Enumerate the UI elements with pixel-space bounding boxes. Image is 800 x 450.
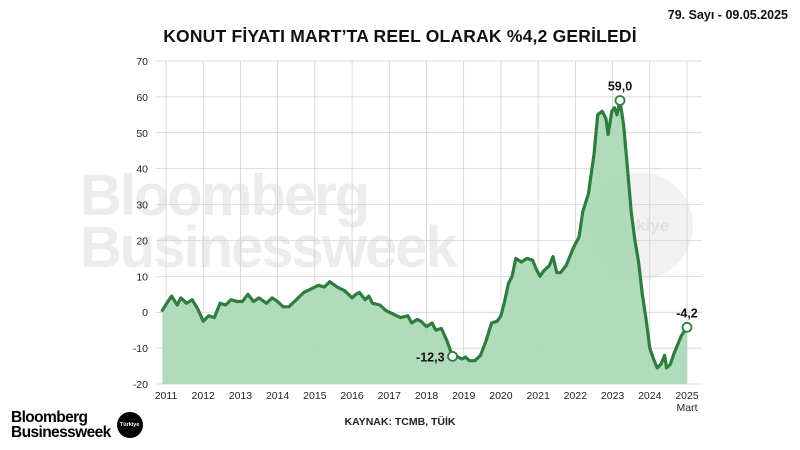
- x-tick-label: 2021: [526, 390, 550, 402]
- x-tick-label: 2023: [601, 390, 625, 402]
- x-tick-label: 2014: [266, 390, 290, 402]
- annotation-label: 59,0: [608, 79, 632, 93]
- issue-label: 79. Sayı - 09.05.2025: [667, 8, 788, 22]
- x-tick-label: 2011: [155, 390, 178, 402]
- y-tick-label: 70: [136, 56, 148, 68]
- annotation-marker: [614, 95, 626, 106]
- x-tick-label: 2017: [378, 390, 402, 402]
- x-tick-label: 2012: [192, 390, 216, 402]
- x-tick-label: 2019: [452, 390, 476, 402]
- x-tick-label: 2018: [415, 390, 439, 402]
- x-tick-label: 2015: [303, 390, 327, 402]
- x-tick-label: 2025: [675, 390, 699, 402]
- y-tick-label: 20: [136, 235, 148, 247]
- logo-badge: Türkiye: [116, 412, 143, 438]
- x-tick-label: 2020: [489, 390, 513, 402]
- watermark: Bloomberg Businessweek: [80, 163, 458, 280]
- annotation-marker: [447, 350, 458, 362]
- annotation-label: -4,2: [676, 306, 698, 320]
- chart-title: KONUT FİYATI MART’TA REEL OLARAK %4,2 GE…: [163, 26, 637, 46]
- x-tick-label: 2016: [340, 390, 364, 402]
- y-tick-label: 30: [136, 200, 148, 212]
- x-tick-sublabel: Mart: [677, 402, 698, 414]
- y-tick-label: 10: [136, 271, 148, 283]
- x-tick-label: 2013: [229, 390, 253, 402]
- series-area: [162, 100, 688, 384]
- y-tick-label: 50: [136, 128, 148, 140]
- y-tick-label: -10: [133, 343, 148, 355]
- watermark-line2: Businessweek: [80, 215, 458, 280]
- bloomberg-logo: Bloomberg Businessweek Türkiye: [11, 410, 143, 440]
- annotation-label: -12,3: [416, 350, 445, 364]
- y-tick-label: -20: [133, 379, 148, 391]
- logo-line1: Bloomberg: [11, 409, 88, 426]
- y-tick-label: 40: [136, 164, 148, 176]
- x-tick-label: 2022: [564, 390, 588, 402]
- x-tick-label: 2024: [638, 390, 662, 402]
- watermark-line1: Bloomberg: [80, 163, 370, 228]
- y-tick-label: 0: [142, 307, 148, 319]
- annotation-marker: [681, 321, 693, 333]
- logo-line2: Businessweek: [11, 424, 111, 441]
- y-tick-label: 60: [136, 92, 148, 104]
- source-note: KAYNAK: TCMB, TÜİK: [344, 416, 456, 428]
